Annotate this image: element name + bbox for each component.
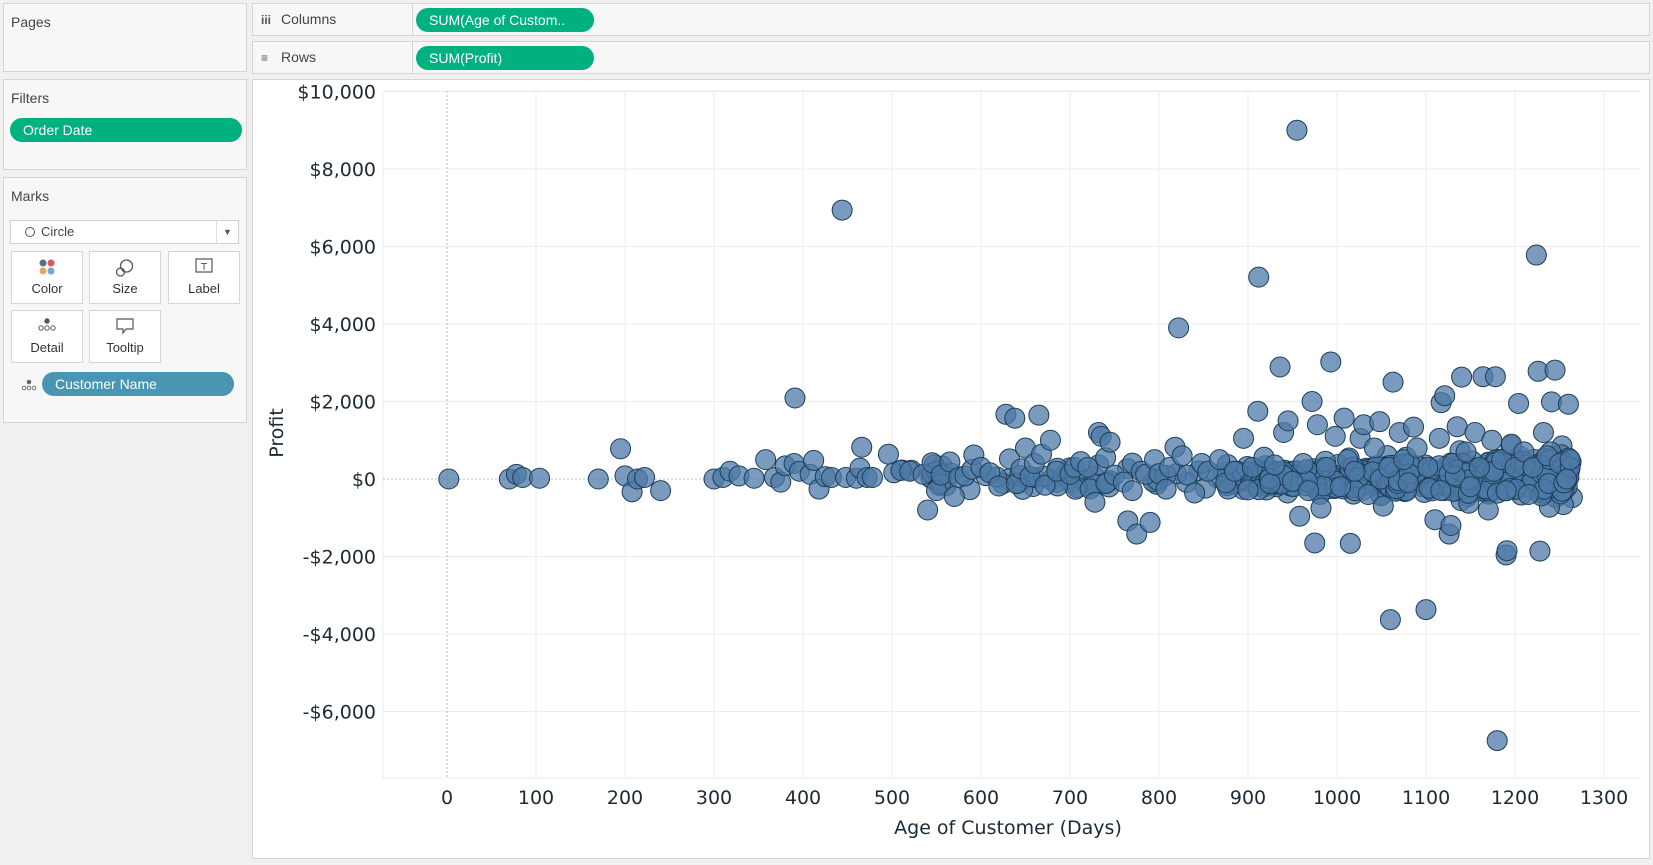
marks-title: Marks <box>11 188 50 204</box>
rows-icon: ≡ <box>261 51 269 65</box>
svg-text:T: T <box>200 262 208 273</box>
label-text-icon: T <box>169 252 239 280</box>
rows-shelf: ≡ Rows SUM(Profit) <box>252 41 1650 74</box>
detail-dots-icon <box>21 378 37 396</box>
color-dots-icon <box>12 252 82 280</box>
pages-panel: Pages <box>3 3 247 72</box>
mark-type-label: Circle <box>41 224 75 239</box>
label-label: Label <box>188 281 220 296</box>
chart-pane <box>252 79 1650 859</box>
circle-mark-icon <box>25 227 35 237</box>
rows-shelf-label: ≡ Rows <box>261 42 413 73</box>
detail-pill-customer-name[interactable]: Customer Name <box>42 372 234 396</box>
size-icon <box>90 252 160 280</box>
columns-icon: iii <box>261 13 272 27</box>
filters-title: Filters <box>11 90 50 106</box>
tooltip-label: Tooltip <box>106 340 144 355</box>
columns-shelf: iii Columns SUM(Age of Custom.. <box>252 3 1650 36</box>
marks-tooltip-button[interactable]: Tooltip <box>89 310 161 363</box>
columns-pill-age-of-customer[interactable]: SUM(Age of Custom.. <box>416 8 594 32</box>
chevron-down-icon[interactable]: ▼ <box>216 221 238 243</box>
marks-color-button[interactable]: Color <box>11 251 83 304</box>
rows-pill-profit[interactable]: SUM(Profit) <box>416 46 594 70</box>
color-label: Color <box>31 281 63 296</box>
columns-shelf-label: iii Columns <box>261 4 413 35</box>
mark-type-dropdown[interactable]: Circle ▼ <box>10 220 239 244</box>
detail-dots-icon <box>12 311 82 339</box>
tooltip-speech-icon <box>90 311 160 339</box>
filter-pill-order-date[interactable]: Order Date <box>10 118 242 142</box>
marks-label-button[interactable]: T Label <box>168 251 240 304</box>
size-label: Size <box>112 281 138 296</box>
marks-detail-button[interactable]: Detail <box>11 310 83 363</box>
filters-panel: Filters Order Date <box>3 79 247 170</box>
detail-label: Detail <box>30 340 64 355</box>
marks-size-button[interactable]: Size <box>89 251 161 304</box>
pages-title: Pages <box>11 14 51 30</box>
